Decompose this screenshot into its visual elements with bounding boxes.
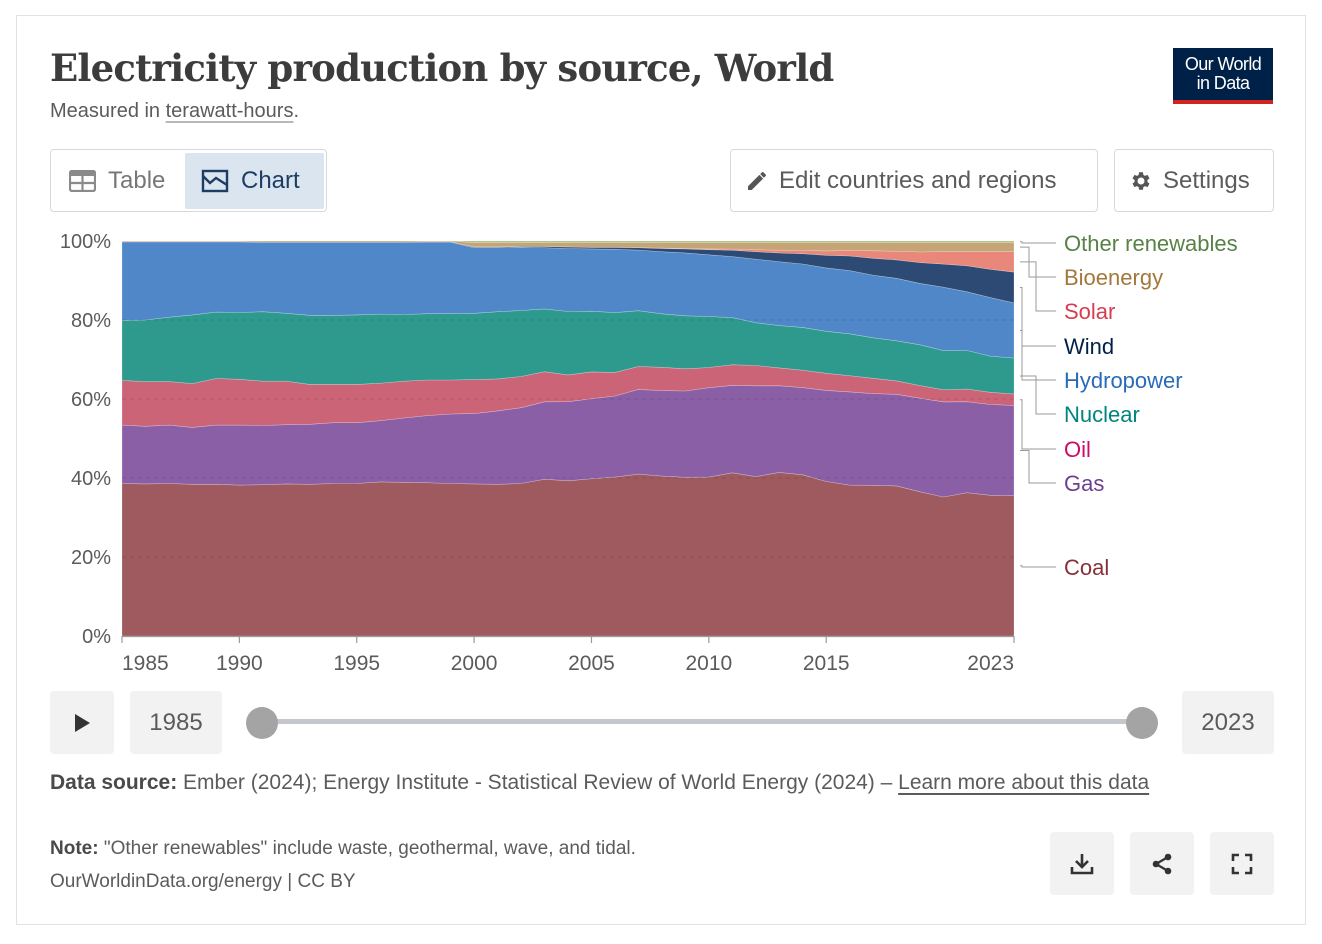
- x-tick-label: 1985: [122, 652, 169, 675]
- y-tick-label: 80%: [71, 310, 111, 332]
- download-icon: [1070, 853, 1094, 874]
- chart-subtitle: Measured in terawatt-hours.: [50, 100, 299, 123]
- settings-label: Settings: [1163, 166, 1250, 194]
- note-text: "Other renewables" include waste, geothe…: [98, 838, 636, 859]
- timeline-slider-track[interactable]: [262, 719, 1142, 724]
- legend-label-wind[interactable]: Wind: [1064, 334, 1114, 359]
- tab-table[interactable]: Table: [54, 153, 184, 209]
- legend-label-nuclear[interactable]: Nuclear: [1064, 402, 1140, 427]
- x-tick-label: 1995: [333, 652, 380, 675]
- legend-label-coal[interactable]: Coal: [1064, 555, 1109, 580]
- legend-connector: [1020, 450, 1056, 484]
- x-tick-label: 2015: [803, 652, 850, 675]
- learn-more-link[interactable]: Learn more about this data: [898, 771, 1150, 794]
- area-bioenergy[interactable]: [121, 240, 1015, 253]
- legend-label-solar[interactable]: Solar: [1064, 299, 1115, 324]
- x-tick-label: 2023: [967, 652, 1014, 675]
- source-label: Data source:: [50, 771, 178, 794]
- x-tick-label: 1990: [216, 652, 263, 675]
- timeline-end-handle[interactable]: [1126, 707, 1158, 739]
- timeline-start-handle[interactable]: [246, 707, 278, 739]
- settings-button[interactable]: Settings: [1114, 149, 1274, 212]
- legend-connector: [1020, 330, 1056, 381]
- x-tick-label: 2000: [451, 652, 498, 675]
- x-tick-label: 2005: [568, 652, 615, 675]
- page-title: Electricity production by source, World: [50, 46, 834, 90]
- y-tick-label: 20%: [71, 547, 111, 569]
- tab-table-label: Table: [108, 167, 166, 194]
- start-year-box[interactable]: 1985: [130, 691, 222, 754]
- legend-connector: [1020, 399, 1056, 450]
- download-button[interactable]: [1050, 832, 1114, 895]
- credit-line[interactable]: OurWorldinData.org/energy | CC BY: [50, 871, 356, 892]
- legend-connector: [1020, 261, 1056, 312]
- chart-icon: [201, 169, 229, 193]
- play-icon: [75, 713, 90, 732]
- share-icon: [1152, 853, 1172, 874]
- legend-connector: [1020, 241, 1056, 244]
- table-icon: [69, 170, 96, 192]
- y-tick-label: 0%: [82, 626, 111, 648]
- logo-line-1: Our World: [1184, 54, 1262, 74]
- legend-label-bioenergy[interactable]: Bioenergy: [1064, 265, 1163, 290]
- data-source: Data source: Ember (2024); Energy Instit…: [50, 769, 1250, 796]
- fullscreen-icon: [1231, 853, 1253, 874]
- legend-connector: [1020, 287, 1056, 347]
- note-label: Note:: [50, 838, 99, 859]
- share-button[interactable]: [1130, 832, 1194, 895]
- legend-connector: [1020, 565, 1056, 568]
- legend-label-gas[interactable]: Gas: [1064, 471, 1104, 496]
- subtitle-prefix: Measured in: [50, 100, 166, 122]
- area-coal[interactable]: [121, 472, 1015, 637]
- area-other-renewables[interactable]: [122, 240, 1015, 243]
- edit-countries-label: Edit countries and regions: [779, 166, 1057, 194]
- legend-label-hydropower[interactable]: Hydropower: [1064, 368, 1183, 393]
- y-tick-label: 60%: [71, 389, 111, 411]
- y-tick-label: 100%: [60, 231, 111, 253]
- owid-logo[interactable]: Our World in Data: [1173, 48, 1273, 104]
- view-tabs: Table Chart: [50, 149, 327, 212]
- y-tick-label: 40%: [71, 468, 111, 490]
- source-text: Ember (2024); Energy Institute - Statist…: [177, 771, 899, 794]
- subtitle-suffix: .: [293, 100, 300, 122]
- end-year-box[interactable]: 2023: [1182, 691, 1274, 754]
- legend-label-other-renewables[interactable]: Other renewables: [1064, 231, 1238, 256]
- edit-countries-button[interactable]: Edit countries and regions: [730, 149, 1098, 212]
- unit-link[interactable]: terawatt-hours: [165, 100, 294, 122]
- pencil-icon: [748, 171, 766, 190]
- play-button[interactable]: [50, 691, 114, 754]
- legend-connector: [1020, 375, 1056, 415]
- x-tick-label: 2010: [685, 652, 732, 675]
- logo-line-2: in Data: [1196, 73, 1250, 93]
- tab-chart[interactable]: Chart: [185, 153, 324, 209]
- legend-label-oil[interactable]: Oil: [1064, 437, 1091, 462]
- fullscreen-button[interactable]: [1210, 832, 1274, 895]
- tab-chart-label: Chart: [241, 167, 300, 194]
- gear-icon: [1132, 171, 1150, 190]
- chart-note: Note: "Other renewables" include waste, …: [50, 838, 636, 860]
